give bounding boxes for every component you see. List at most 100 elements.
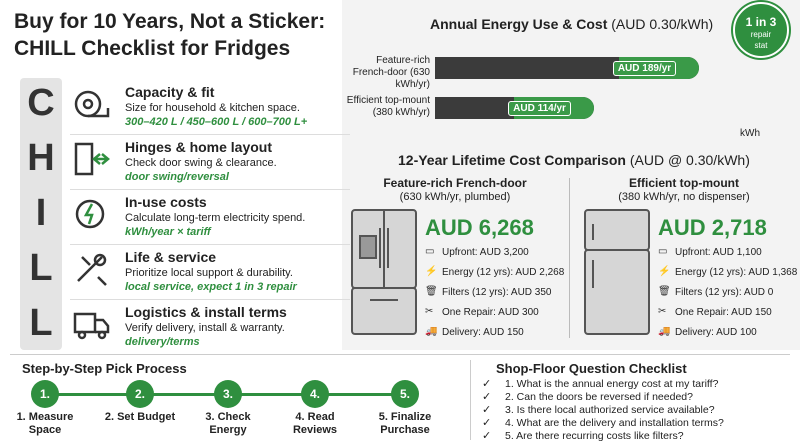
- icon: [74, 142, 110, 176]
- step-circle: 3.: [214, 380, 242, 408]
- badge-text: stat: [754, 41, 768, 50]
- step-circle: 2.: [126, 380, 154, 408]
- fridge: [350, 208, 420, 343]
- icon: [75, 199, 105, 229]
- cost-item: One Repair: AUD 300: [442, 307, 539, 318]
- step-circle: 4.: [301, 380, 329, 408]
- item-title: Life & service: [125, 249, 217, 265]
- cost-icon: ✂: [658, 306, 667, 317]
- comparison-subtitle: (AUD @ 0.30/kWh): [629, 152, 750, 168]
- bar-annotation: AUD 189/yr: [612, 61, 677, 76]
- letter: H: [27, 137, 55, 179]
- item-note: kWh/year × tariff: [125, 226, 211, 238]
- item-title: Hinges & home layout: [125, 139, 273, 155]
- question: 4. What are the delivery and installatio…: [505, 417, 724, 429]
- check-mark: ✓: [482, 391, 492, 403]
- letter: C: [27, 82, 55, 124]
- cost-item: Filters (12 yrs): AUD 350: [442, 287, 552, 298]
- step-label: 4. Read Reviews: [292, 411, 338, 436]
- item-desc: Verify delivery, install & warranty.: [125, 322, 285, 334]
- item-note: local service, expect 1 in 3 repair: [125, 281, 297, 293]
- column-name: Feature-rich French-door: [383, 176, 527, 190]
- x-axis-label: kWh: [740, 128, 760, 139]
- cost-icon: 🗑: [658, 286, 671, 297]
- letter: I: [35, 192, 47, 234]
- separator: [70, 299, 350, 300]
- icon: [73, 312, 110, 340]
- icon: [72, 141, 112, 182]
- cost-item: One Repair: AUD 150: [675, 307, 772, 318]
- icon: [72, 196, 112, 237]
- total: AUD 2,718: [658, 215, 767, 240]
- total: AUD 6,268: [425, 215, 534, 240]
- steps-title: Step-by-Step Pick Process: [22, 361, 187, 376]
- item-desc: Size for household & kitchen space.: [125, 102, 300, 114]
- letter-column: [20, 78, 62, 350]
- cost-icon: ▭: [425, 246, 435, 257]
- letter: L: [29, 302, 53, 344]
- cost-icon: 🗑: [425, 286, 438, 297]
- icon: [77, 253, 107, 286]
- step-label: 3. Check Energy: [205, 411, 251, 436]
- chart-heading: Annual Energy Use & Cost (AUD 0.30/kWh): [430, 16, 713, 32]
- step-circle: 5.: [391, 380, 419, 408]
- item-desc: Check door swing & clearance.: [125, 157, 277, 169]
- icon: [72, 306, 112, 347]
- icon: [72, 251, 112, 292]
- title-line: CHILL Checklist for Fridges: [14, 37, 291, 60]
- step-label: 2. Set Budget: [104, 411, 176, 423]
- category-label: Efficient top-mount (380 kWh/yr): [346, 95, 430, 118]
- cost-icon: ⚡: [425, 266, 438, 277]
- cost-item: Delivery: AUD 100: [675, 327, 757, 338]
- step-label: 1. Measure Space: [16, 411, 74, 436]
- check-mark: ✓: [482, 417, 492, 429]
- badge-text: repair: [750, 30, 772, 39]
- chart-title: Annual Energy Use & Cost: [430, 16, 608, 32]
- cost-item: Delivery: AUD 150: [442, 327, 524, 338]
- question: 3. Is there local authorized service ava…: [505, 404, 715, 416]
- chart-subtitle: (AUD 0.30/kWh): [611, 16, 714, 32]
- category-label: Feature-rich French-door (630 kWh/yr): [352, 55, 430, 90]
- icon: [72, 86, 112, 127]
- question: 1. What is the annual energy cost at my …: [505, 378, 719, 390]
- fridge-illustration: [351, 209, 417, 335]
- cost-icon: 🚚: [658, 326, 671, 337]
- item-note: door swing/reversal: [125, 171, 229, 183]
- badge: 1 in 3 repair stat: [733, 2, 789, 58]
- cost-item: Upfront: AUD 1,100: [675, 247, 762, 258]
- questions-title: Shop-Floor Question Checklist: [496, 361, 687, 376]
- item-desc: Calculate long-term electricity spend.: [125, 212, 306, 224]
- cost-icon: 🚚: [425, 326, 438, 337]
- fridge-illustration: [584, 209, 650, 335]
- separator: [70, 134, 350, 135]
- letter: L: [29, 247, 53, 289]
- item-title: Capacity & fit: [125, 84, 215, 100]
- column-spec: (630 kWh/yr, plumbed): [399, 191, 511, 203]
- question: 2. Can the doors be reversed if needed?: [505, 391, 693, 403]
- icon: [74, 90, 110, 118]
- divider: [569, 178, 570, 338]
- cost-icon: ✂: [425, 306, 434, 317]
- separator: [70, 189, 350, 190]
- comparison-heading: 12-Year Lifetime Cost Comparison (AUD @ …: [398, 152, 750, 168]
- item-title: In-use costs: [125, 194, 207, 210]
- cost-icon: ▭: [658, 246, 668, 257]
- item-note: delivery/terms: [125, 336, 200, 348]
- step-label: 5. Finalize Purchase: [378, 411, 432, 436]
- item-title: Logistics & install terms: [125, 304, 287, 320]
- question: 5. Are there recurring costs like filter…: [505, 430, 684, 442]
- divider: [10, 354, 790, 355]
- cost-item: Energy (12 yrs): AUD 2,268: [442, 267, 565, 278]
- cost-item: Energy (12 yrs): AUD 1,368: [675, 267, 798, 278]
- check-mark: ✓: [482, 378, 492, 390]
- cost-item: Filters (12 yrs): AUD 0: [675, 287, 774, 298]
- check-mark: ✓: [482, 430, 492, 442]
- bar-annotation: AUD 114/yr: [508, 101, 571, 116]
- check-mark: ✓: [482, 404, 492, 416]
- title-line: Buy for 10 Years, Not a Sticker:: [14, 10, 326, 33]
- item-desc: Prioritize local support & durability.: [125, 267, 293, 279]
- divider: [470, 360, 471, 440]
- cost-item: Upfront: AUD 3,200: [442, 247, 529, 258]
- title: Buy for 10 Years, Not a Sticker: CHILL C…: [14, 8, 325, 62]
